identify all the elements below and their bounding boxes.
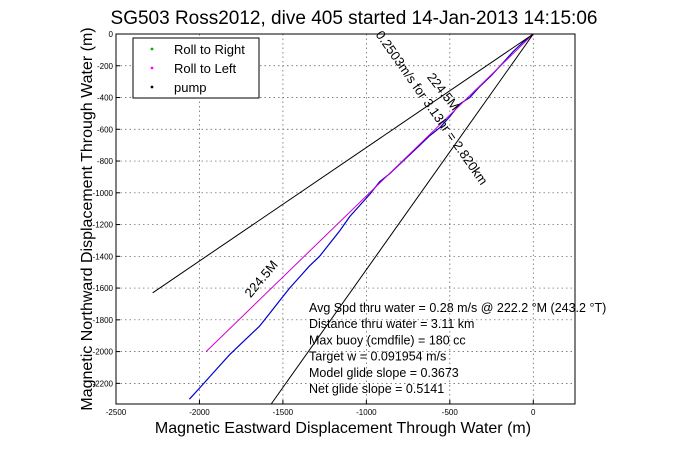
y-tick-label: -2000 <box>93 348 114 357</box>
legend-label: pump <box>174 80 207 95</box>
legend: Roll to Right Roll to Left pump <box>132 37 260 99</box>
x-tick-label: -1500 <box>273 408 294 417</box>
legend-marker <box>150 66 154 70</box>
info-note: Max buoy (cmdfile) = 180 cc <box>309 333 466 347</box>
y-tick-label: -800 <box>97 157 114 166</box>
legend-marker <box>150 85 154 89</box>
info-note: Net glide slope = 0.5141 <box>309 382 444 396</box>
chart-title: SG503 Ross2012, dive 405 started 14-Jan-… <box>111 8 598 29</box>
series-line-2 <box>205 33 534 352</box>
legend-marker <box>150 47 154 51</box>
info-notes: Avg Spd thru water = 0.28 m/s @ 222.2 °M… <box>309 301 606 396</box>
line-annotation-3: 224.5M <box>241 257 280 300</box>
x-tick-label: -2000 <box>189 408 210 417</box>
y-tick-label: -2200 <box>93 379 114 388</box>
series-line-3 <box>152 33 534 294</box>
legend-label: Roll to Right <box>174 42 245 57</box>
y-tick-label: -1000 <box>93 189 114 198</box>
series-layer <box>152 33 534 405</box>
y-tick-label: -1800 <box>93 316 114 325</box>
x-tick-label: -1000 <box>356 408 377 417</box>
y-tick-label: -1200 <box>93 221 114 230</box>
y-tick-label: -400 <box>97 94 114 103</box>
legend-box <box>132 37 260 99</box>
y-tick-label: -200 <box>97 62 114 71</box>
grid <box>116 34 575 404</box>
series-line-1 <box>188 33 534 400</box>
y-tick-label: -600 <box>97 125 114 134</box>
legend-label: Roll to Left <box>174 61 237 76</box>
y-tick-label: -1400 <box>93 252 114 261</box>
info-note: Distance thru water = 3.11 km <box>309 317 474 331</box>
info-note: Model glide slope = 0.3673 <box>309 366 459 380</box>
y-tick-label: -1600 <box>93 284 114 293</box>
x-tick-label: -500 <box>442 408 459 417</box>
x-tick-label: -2500 <box>106 408 127 417</box>
info-note: Target w = 0.091954 m/s <box>309 350 446 364</box>
plot-frame <box>115 33 576 405</box>
x-axis-label: Magnetic Eastward Displacement Through W… <box>155 420 531 437</box>
y-axis-label: Magnetic Northward Displacement Through … <box>79 27 96 410</box>
series-line-4 <box>270 33 534 405</box>
info-note: Avg Spd thru water = 0.28 m/s @ 222.2 °M… <box>309 301 606 315</box>
line-annotation-2: 0.2503m/s for 3.13hr = 2.820km <box>373 28 491 188</box>
x-tick-label: 0 <box>531 408 536 417</box>
y-tick-label: 0 <box>109 30 114 39</box>
